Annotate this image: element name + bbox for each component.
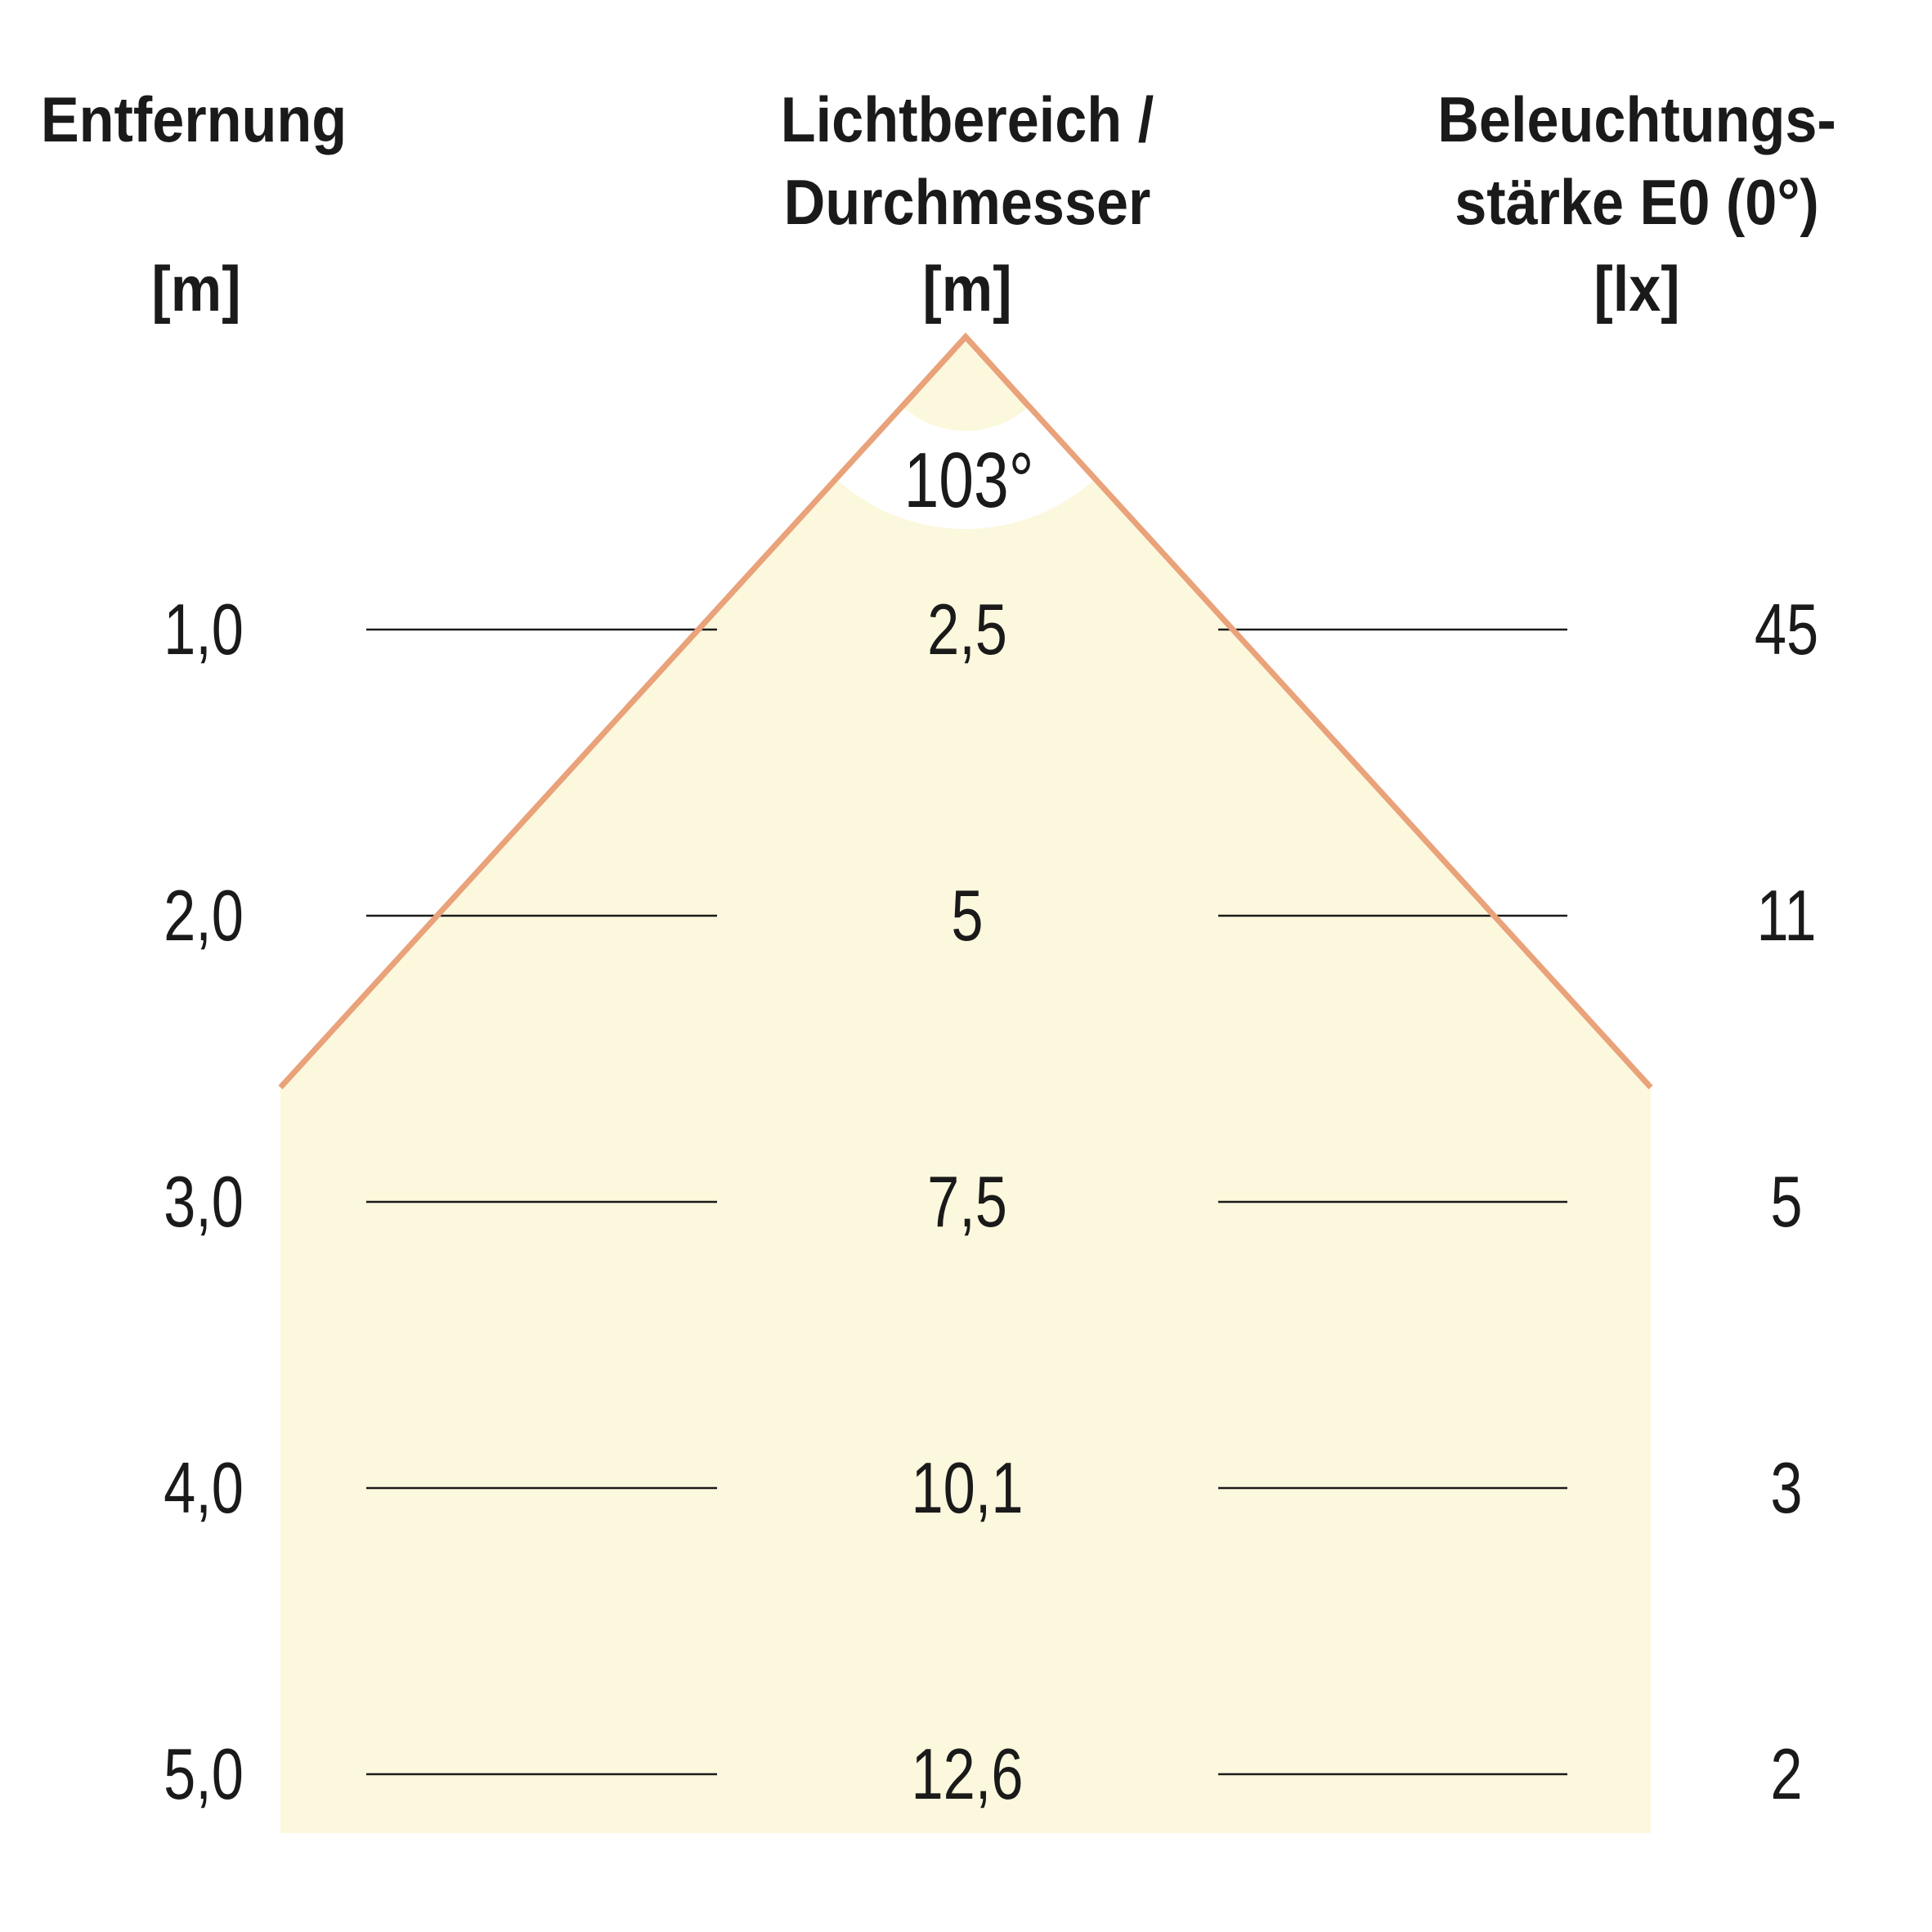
header-illuminance-title-1: Beleuchtungs-: [1437, 83, 1836, 155]
apex-sector-edges: [900, 332, 1031, 409]
tick-lines-right: [1218, 628, 1567, 1776]
beam-cone-fill: [280, 337, 1651, 1833]
distance-value: 1,0: [164, 589, 244, 670]
diameter-value: 5: [951, 875, 984, 956]
header-distance-title: Entfernung: [40, 83, 347, 155]
distance-value: 3,0: [164, 1161, 244, 1242]
diameter-value: 2,5: [927, 589, 1007, 670]
distance-value: 5,0: [164, 1733, 244, 1814]
distance-value: 4,0: [164, 1447, 244, 1528]
illuminance-value: 3: [1770, 1447, 1803, 1528]
header-diameter-title-2: Durchmesser: [783, 166, 1151, 238]
header-diameter-title-1: Lichtbereich /: [780, 83, 1154, 155]
diameter-value: 12,6: [911, 1733, 1024, 1814]
distance-value: 2,0: [164, 875, 244, 956]
illuminance-value: 5: [1770, 1161, 1803, 1242]
illuminance-value: 2: [1770, 1733, 1803, 1814]
header-illuminance-unit: [lx]: [1594, 253, 1680, 325]
apex-sector-fill: [902, 337, 1029, 432]
diameter-value: 7,5: [927, 1161, 1007, 1242]
beam-angle-label: 103°: [903, 437, 1034, 524]
tick-lines-left: [366, 628, 717, 1776]
header-illuminance-title-2: stärke E0 (0°): [1455, 166, 1819, 238]
diameter-value: 10,1: [911, 1447, 1024, 1528]
illuminance-value: 11: [1756, 875, 1817, 956]
illuminance-value: 45: [1754, 589, 1819, 670]
header-distance-unit: [m]: [151, 253, 241, 325]
header-diameter-unit: [m]: [922, 253, 1012, 325]
